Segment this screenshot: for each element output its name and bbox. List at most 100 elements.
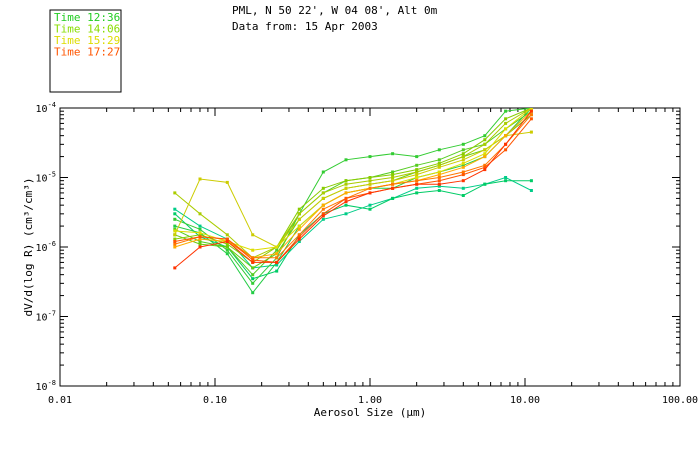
data-point (321, 207, 325, 211)
data-point (297, 207, 301, 211)
data-point (437, 173, 441, 177)
data-point (173, 191, 177, 195)
y-tick-label: 10-7 (36, 310, 56, 324)
plot-frame (59, 107, 681, 387)
data-point (415, 186, 419, 190)
legend-item: Time 15:29 (54, 34, 120, 47)
data-point (529, 109, 533, 113)
data-point (483, 134, 487, 138)
data-point (344, 196, 348, 200)
data-point (321, 212, 325, 216)
data-point (344, 203, 348, 207)
data-point (504, 148, 508, 152)
data-point (297, 235, 301, 239)
data-point (251, 291, 255, 295)
data-point (368, 191, 372, 195)
data-point (461, 179, 465, 183)
data-point (483, 148, 487, 152)
data-point (321, 203, 325, 207)
data-point (483, 142, 487, 146)
data-point (504, 176, 508, 179)
data-point (344, 158, 348, 162)
data-point (437, 179, 441, 183)
data-point (529, 117, 533, 121)
data-point (461, 165, 465, 169)
data-point (321, 191, 325, 195)
data-point (504, 134, 508, 138)
data-point (275, 269, 279, 273)
x-axis-label: Aerosol Size (μm) (314, 406, 427, 419)
x-tick-label: 10.00 (510, 395, 540, 406)
data-point (437, 184, 441, 188)
data-point (198, 224, 202, 228)
legend-box (49, 9, 122, 93)
data-point (368, 207, 372, 211)
series-8 (173, 130, 533, 249)
data-point (415, 179, 419, 183)
data-point (437, 176, 441, 179)
data-point (415, 155, 419, 159)
data-point (297, 212, 301, 216)
data-point (251, 260, 255, 264)
data-point (198, 177, 202, 181)
data-point (529, 179, 533, 183)
data-point (483, 138, 487, 142)
data-point (173, 217, 177, 221)
data-point (437, 165, 441, 169)
data-point (275, 248, 279, 252)
data-point (225, 252, 229, 256)
data-point (483, 165, 487, 169)
data-point (173, 245, 177, 249)
data-point (391, 182, 395, 186)
axis-ticks: 0.01 0.10 1.00 10.00 100.00 10-8 10-7 10-6 10-5 1… (36, 101, 699, 406)
chart-subtitle: Data from: 15 Apr 2003 (232, 20, 378, 33)
data-point (344, 182, 348, 186)
data-point (198, 231, 202, 235)
legend-item: Time 12:36 (54, 11, 120, 24)
data-point (391, 196, 395, 200)
y-tick-label: 10-4 (36, 101, 56, 115)
data-point (321, 170, 325, 174)
data-point (461, 158, 465, 162)
data-point (504, 179, 508, 183)
data-point (344, 191, 348, 195)
data-point (391, 152, 395, 156)
data-point (461, 163, 465, 167)
data-point (437, 158, 441, 162)
data-point (368, 186, 372, 190)
data-point (483, 155, 487, 159)
data-point (251, 258, 255, 262)
data-point (504, 127, 508, 131)
data-point (321, 196, 325, 200)
x-tick-label: 0.10 (203, 395, 227, 406)
data-point (344, 179, 348, 183)
data-point (173, 229, 177, 233)
data-point (461, 161, 465, 165)
data-point (391, 186, 395, 190)
data-point (275, 245, 279, 249)
series-line (174, 180, 532, 280)
series-9 (173, 108, 533, 252)
series-group (173, 108, 533, 295)
data-point (391, 170, 395, 174)
data-point (275, 260, 279, 264)
data-point (198, 212, 202, 216)
data-point (461, 173, 465, 177)
x-tick-label: 100.00 (662, 395, 698, 406)
series-line (174, 108, 532, 264)
data-point (251, 256, 255, 260)
series-2 (173, 108, 533, 295)
data-point (173, 227, 177, 231)
y-tick-label: 10-6 (36, 240, 56, 254)
data-point (173, 240, 177, 243)
data-point (198, 235, 202, 239)
data-point (198, 245, 202, 249)
series-line (174, 110, 532, 269)
data-point (368, 176, 372, 179)
data-point (297, 240, 301, 243)
data-point (198, 240, 202, 243)
data-point (173, 212, 177, 216)
data-point (321, 186, 325, 190)
data-point (415, 163, 419, 167)
